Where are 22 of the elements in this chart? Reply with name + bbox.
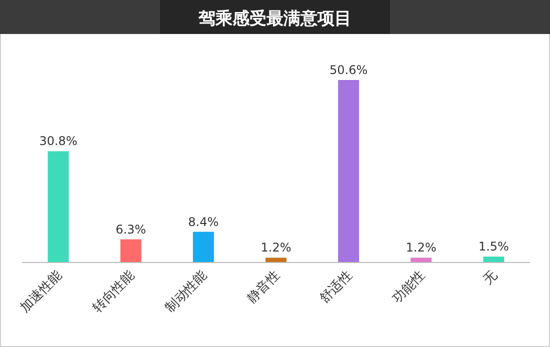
data-label: 30.8% (39, 134, 78, 148)
x-tick-label: 舒适性 (317, 268, 356, 306)
data-label: 8.4% (188, 214, 219, 229)
x-tick-label: 转向性能 (90, 268, 138, 316)
data-label: 50.6% (330, 63, 368, 77)
bar (48, 151, 69, 262)
bar (120, 239, 142, 262)
x-tick-label: 静音性 (244, 268, 283, 306)
bar (338, 80, 360, 262)
bar (410, 258, 432, 262)
x-tick-label: 加速性能 (18, 268, 66, 316)
data-label: 6.3% (116, 222, 146, 236)
data-label: 1.2% (260, 240, 292, 255)
data-label: 1.5% (478, 240, 509, 254)
bar (483, 256, 504, 262)
bar (192, 232, 214, 262)
x-tick-label: 制动性能 (162, 268, 210, 316)
x-tick-label: 功能性 (390, 268, 428, 306)
bar (266, 258, 286, 262)
x-tick-label: 无 (480, 268, 501, 288)
chart-title: 驾乘感受最满意项目 (198, 9, 352, 29)
data-label: 1.2% (406, 240, 436, 255)
